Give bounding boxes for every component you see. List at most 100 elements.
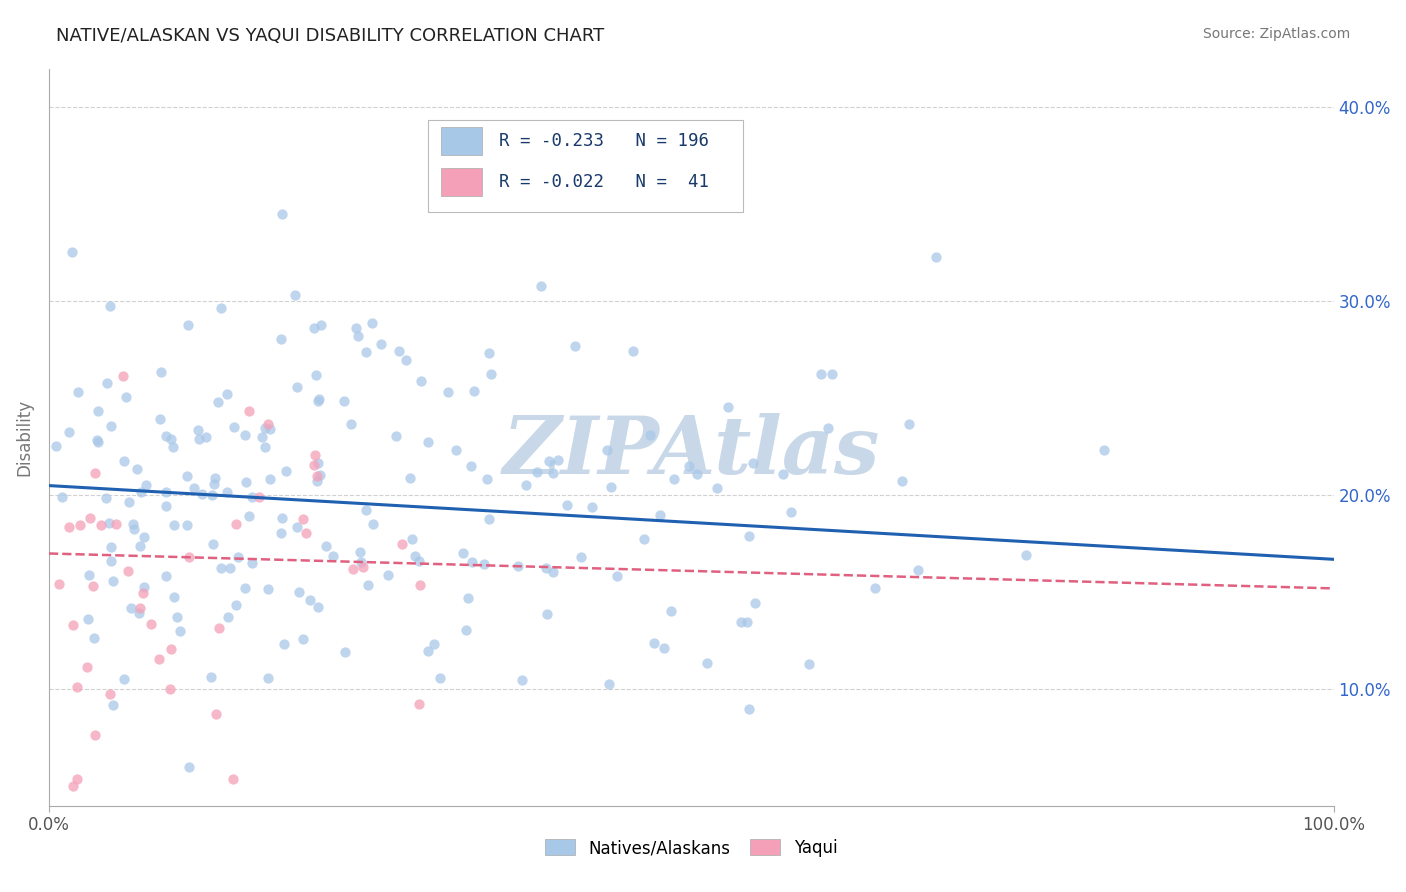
Point — [633, 532, 655, 546]
Point — [526, 466, 548, 480]
Point — [86, 433, 108, 447]
Point — [1092, 443, 1115, 458]
Point — [120, 600, 142, 615]
Point — [219, 561, 242, 575]
FancyBboxPatch shape — [441, 127, 482, 155]
Point — [129, 484, 152, 499]
Point — [155, 499, 177, 513]
Point — [202, 537, 225, 551]
Point — [451, 546, 474, 560]
Point — [377, 567, 399, 582]
Point — [238, 508, 260, 523]
Point — [395, 353, 418, 368]
Point — [730, 615, 752, 630]
Point — [598, 676, 620, 690]
Point — [461, 555, 484, 569]
Point — [274, 464, 297, 478]
Point — [204, 706, 226, 721]
Point — [717, 400, 740, 414]
Point — [304, 448, 326, 462]
Point — [45, 439, 67, 453]
Legend: Natives/Alaskans, Yaqui: Natives/Alaskans, Yaqui — [538, 832, 844, 863]
Point — [155, 485, 177, 500]
Point — [510, 673, 533, 687]
Point — [132, 586, 155, 600]
Point — [295, 526, 318, 541]
Point — [772, 467, 794, 482]
Point — [122, 516, 145, 531]
Point — [100, 554, 122, 568]
Point — [101, 698, 124, 712]
Point — [129, 539, 152, 553]
Point — [621, 343, 644, 358]
Point — [391, 537, 413, 551]
Point — [387, 343, 409, 358]
Point — [155, 429, 177, 443]
Point — [209, 301, 232, 315]
Point — [100, 419, 122, 434]
Point — [134, 580, 156, 594]
Point — [541, 466, 564, 480]
Point — [60, 245, 83, 260]
Point — [159, 681, 181, 696]
Point — [188, 433, 211, 447]
Point — [311, 318, 333, 332]
Point — [69, 518, 91, 533]
Point — [259, 472, 281, 486]
Point — [408, 554, 430, 568]
Point — [112, 454, 135, 468]
Point — [257, 417, 280, 431]
Point — [863, 581, 886, 595]
Point — [352, 559, 374, 574]
Point — [738, 702, 761, 716]
Point — [215, 485, 238, 500]
Point — [90, 518, 112, 533]
Point — [735, 615, 758, 630]
Point — [270, 207, 292, 221]
Point — [67, 384, 90, 399]
Point — [648, 508, 671, 522]
Point — [322, 549, 344, 563]
Point — [315, 539, 337, 553]
Point — [257, 671, 280, 685]
Point — [398, 471, 420, 485]
Point — [238, 404, 260, 418]
Point — [354, 503, 377, 517]
Point — [285, 520, 308, 534]
Point — [233, 581, 256, 595]
Point — [308, 468, 330, 483]
Text: Source: ZipAtlas.com: Source: ZipAtlas.com — [1202, 27, 1350, 41]
Point — [77, 568, 100, 582]
Point — [1015, 548, 1038, 562]
Point — [564, 339, 586, 353]
Point — [149, 365, 172, 379]
Point — [207, 395, 229, 409]
Point — [103, 574, 125, 589]
Point — [48, 577, 70, 591]
Point — [797, 657, 820, 671]
Point — [209, 560, 232, 574]
Point — [924, 251, 946, 265]
Point — [225, 516, 247, 531]
Point — [118, 495, 141, 509]
Point — [515, 477, 537, 491]
Point — [538, 454, 561, 468]
Point — [139, 617, 162, 632]
Point — [463, 384, 485, 398]
Point — [342, 562, 364, 576]
Point — [253, 421, 276, 435]
Point — [361, 516, 384, 531]
Point — [696, 657, 718, 671]
Point — [349, 545, 371, 559]
Point — [890, 474, 912, 488]
Point — [292, 512, 315, 526]
Point — [478, 512, 501, 526]
Point — [163, 517, 186, 532]
Point — [304, 321, 326, 335]
Point — [228, 550, 250, 565]
Point — [530, 279, 553, 293]
Point — [98, 687, 121, 701]
Point — [907, 563, 929, 577]
Point — [202, 477, 225, 491]
Point — [479, 367, 502, 381]
